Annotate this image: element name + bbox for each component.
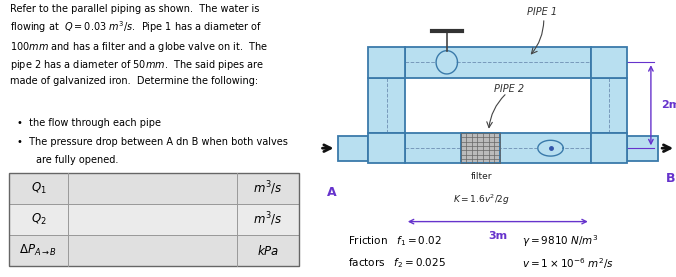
Text: •  the flow through each pipe: • the flow through each pipe [17, 118, 161, 128]
Bar [591, 133, 627, 163]
Bar [338, 136, 368, 161]
Text: Refer to the parallel piping as shown.  The water is
flowing at  $Q = 0.03\ m^3/: Refer to the parallel piping as shown. T… [10, 4, 268, 86]
Polygon shape [538, 140, 563, 156]
Text: A: A [327, 186, 336, 199]
Text: $Q_2$: $Q_2$ [30, 212, 46, 227]
Text: factors   $f_2 = 0.025$: factors $f_2 = 0.025$ [348, 256, 446, 270]
Text: B: B [667, 172, 676, 185]
Bar [405, 133, 591, 163]
Text: $m^3/s$: $m^3/s$ [254, 211, 283, 229]
Text: 2m: 2m [661, 100, 676, 110]
Bar [461, 133, 500, 163]
Text: filter: filter [471, 172, 493, 181]
Bar [405, 47, 591, 78]
Bar [9, 235, 299, 266]
Bar [9, 204, 299, 235]
Text: $v = 1 \times 10^{-6}\ m^2/s$: $v = 1 \times 10^{-6}\ m^2/s$ [522, 256, 614, 271]
Text: are fully opened.: are fully opened. [36, 155, 118, 165]
Text: $K = 1.6v^2/2g$: $K = 1.6v^2/2g$ [454, 193, 510, 207]
Bar [368, 47, 405, 78]
Text: Friction   $f_1 = 0.02$: Friction $f_1 = 0.02$ [348, 234, 442, 248]
Bar [9, 173, 299, 204]
Text: $m^3/s$: $m^3/s$ [254, 180, 283, 198]
Bar [591, 78, 627, 133]
Polygon shape [436, 51, 458, 74]
Bar [368, 133, 405, 163]
Bar [591, 47, 627, 78]
Text: PIPE 2: PIPE 2 [493, 84, 524, 94]
Text: $kPa$: $kPa$ [257, 244, 279, 258]
Bar [9, 173, 299, 266]
Text: PIPE 1: PIPE 1 [527, 7, 557, 17]
Bar [627, 136, 658, 161]
Text: 3m: 3m [488, 231, 508, 241]
Text: $\Delta P_{A\rightarrow B}$: $\Delta P_{A\rightarrow B}$ [20, 243, 57, 258]
Text: •  The pressure drop between A dn B when both valves: • The pressure drop between A dn B when … [17, 137, 288, 147]
Text: $Q_1$: $Q_1$ [30, 181, 46, 196]
Bar [368, 78, 405, 133]
Text: $\gamma = 9810\ N/m^3$: $\gamma = 9810\ N/m^3$ [522, 233, 599, 249]
